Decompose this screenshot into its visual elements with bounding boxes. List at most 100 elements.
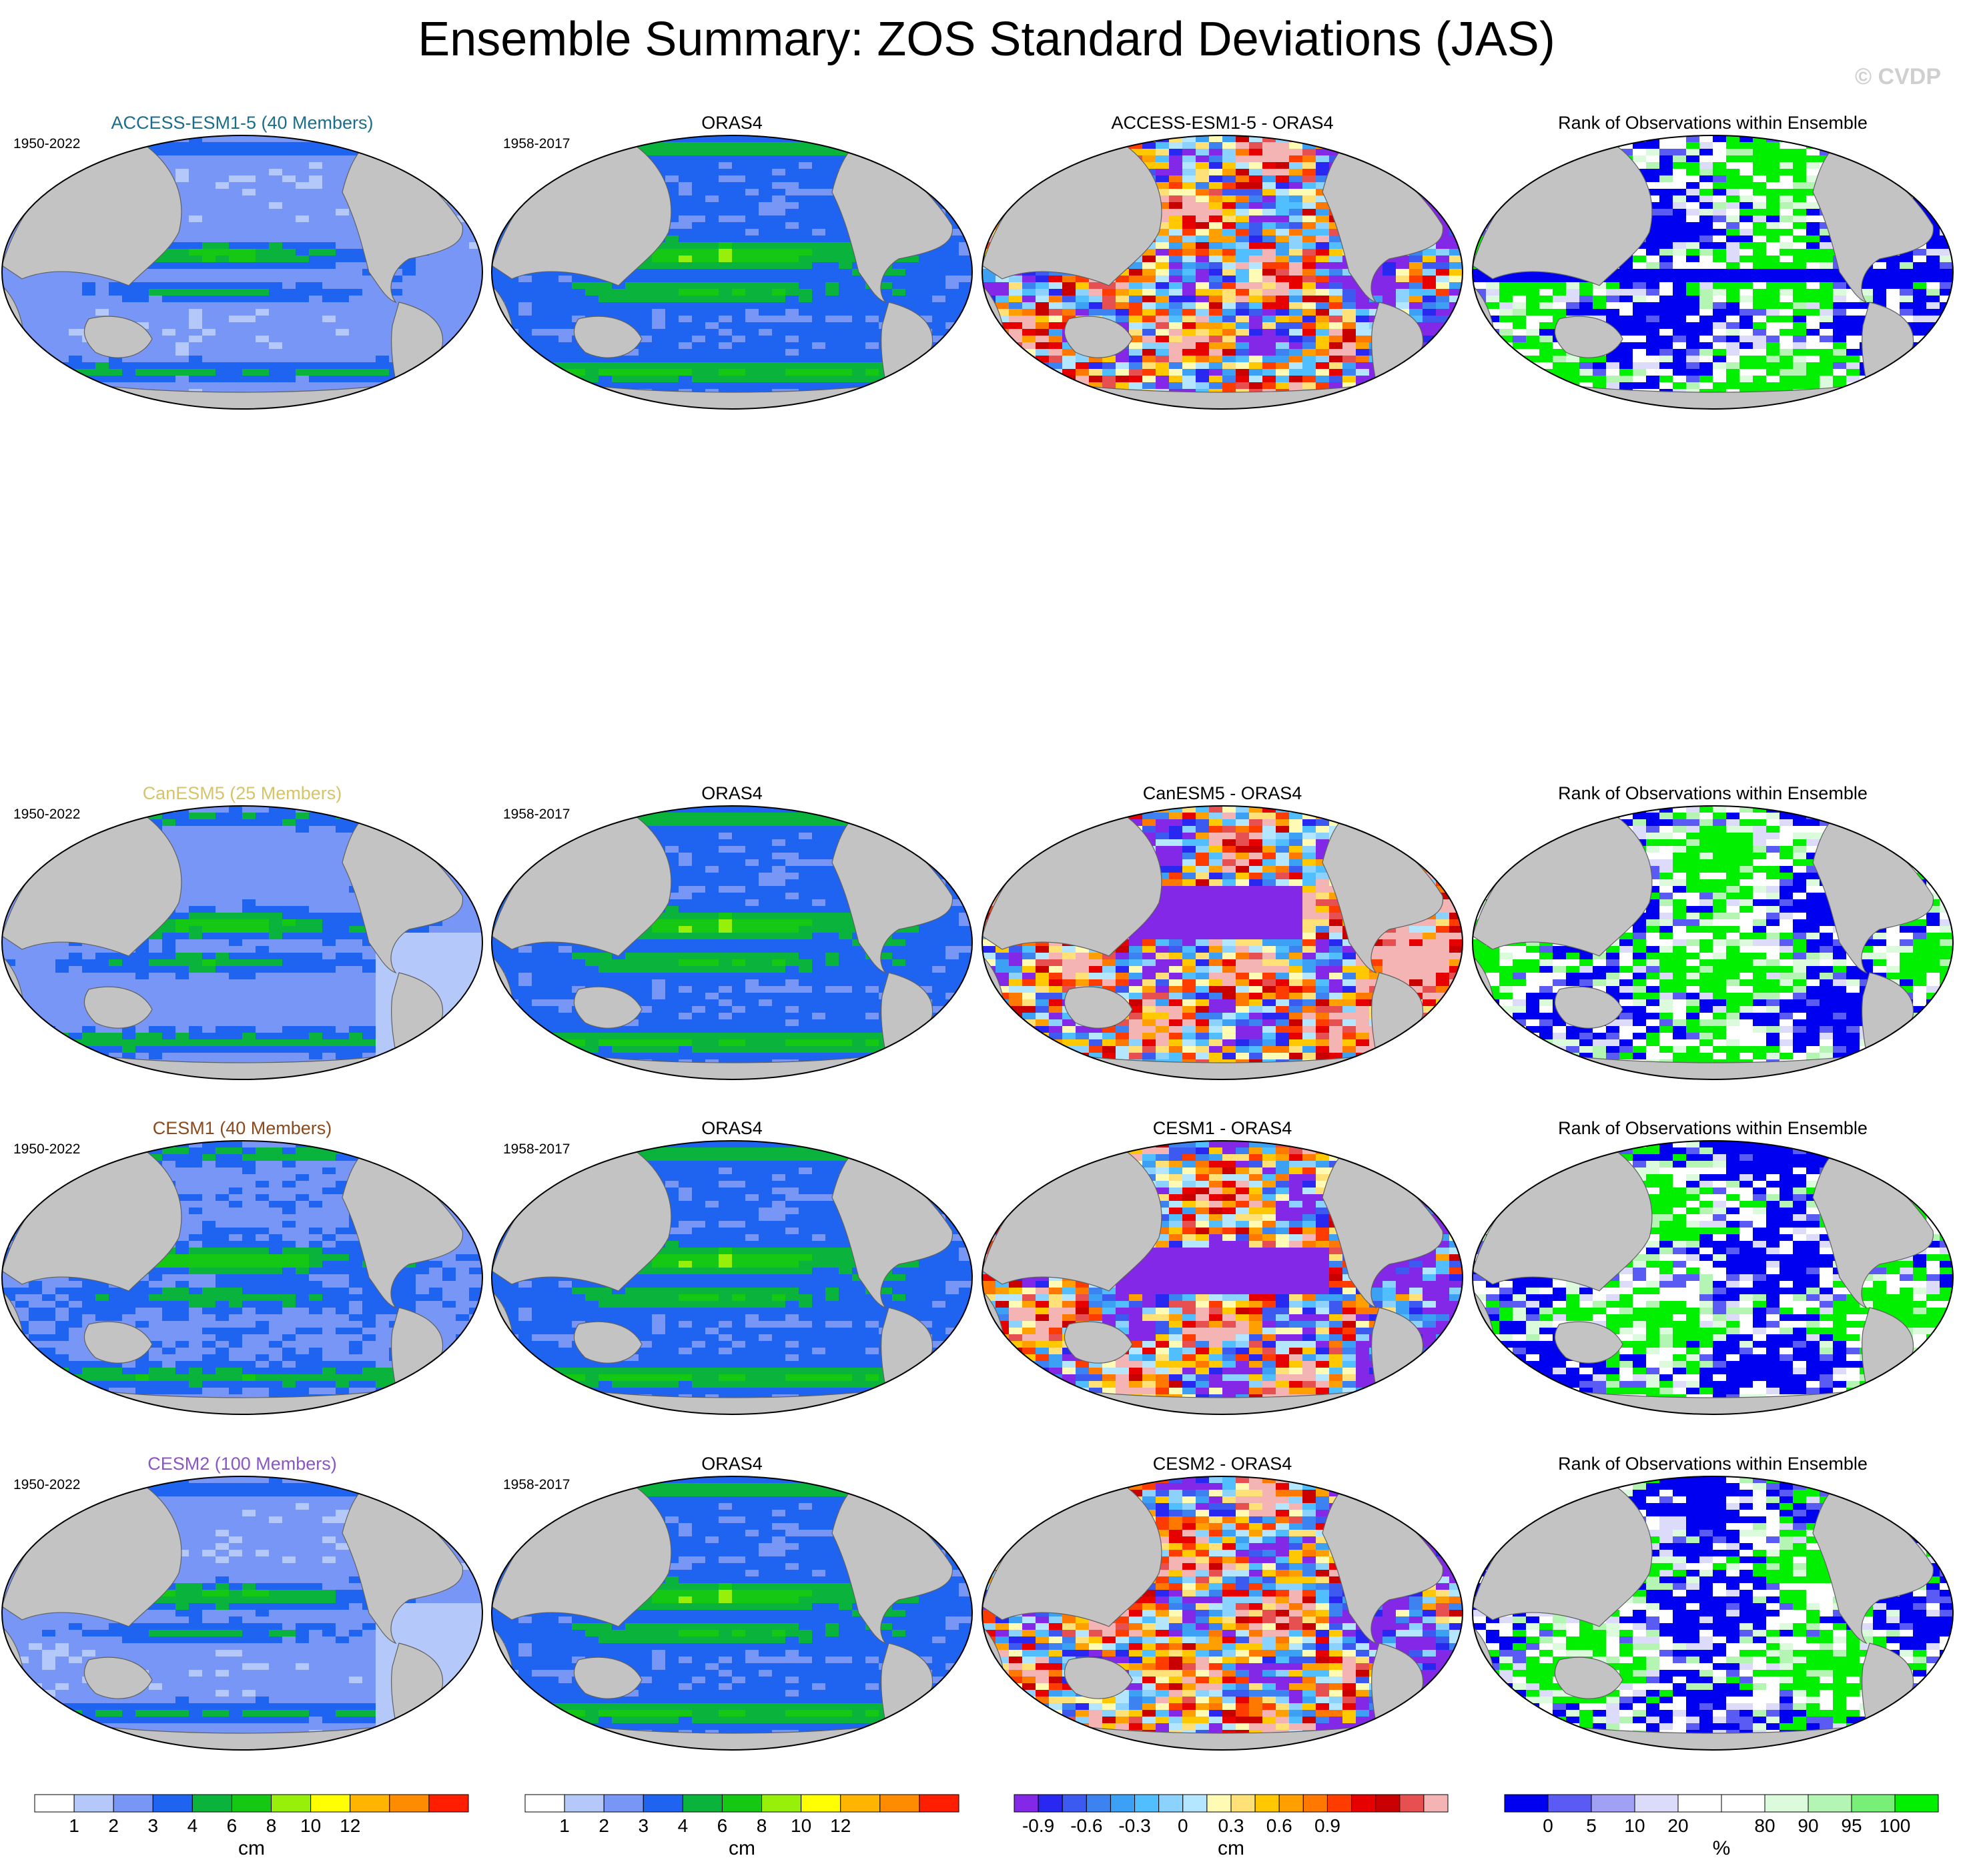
panel-title-rank: Rank of Observations within Ensemble: [1558, 1118, 1868, 1138]
continent-shape: [1812, 1143, 1934, 1309]
colorbar-tick-label: 3: [638, 1815, 649, 1836]
colorbar-swatch: [1423, 1794, 1449, 1813]
colorbar-tick-label: 4: [187, 1815, 198, 1836]
colorbar-swatch: [34, 1794, 75, 1813]
colorbar-tick-label: 1: [69, 1815, 79, 1836]
map-border: [491, 1476, 973, 1751]
map-border: [1, 805, 483, 1080]
colorbar-swatch: [1062, 1794, 1087, 1813]
map-obs-3: [491, 1476, 973, 1751]
continent-shape: [831, 809, 953, 974]
continent-shape: [1064, 316, 1133, 358]
continent-shape: [1812, 1479, 1934, 1645]
map-model-1: [1, 805, 483, 1080]
continent-shape: [573, 316, 643, 358]
colorbar-swatch: [1851, 1794, 1896, 1813]
continent-shape: [1554, 1657, 1623, 1699]
colorbar-swatch: [191, 1794, 232, 1813]
continent-shape: [1436, 809, 1459, 857]
continent-shape: [342, 809, 463, 974]
colorbar-swatch: [1894, 1794, 1939, 1813]
colorbar-swatch: [801, 1794, 841, 1813]
continent-shape: [456, 138, 479, 186]
colorbar-unit: cm: [1218, 1837, 1244, 1859]
map-border: [981, 135, 1463, 410]
continent-shape: [342, 1479, 463, 1645]
map-border: [981, 1140, 1463, 1415]
colorbar-tick-label: 6: [227, 1815, 238, 1836]
panel-title-rank: Rank of Observations within Ensemble: [1558, 1454, 1868, 1474]
colorbar-tick-label: 2: [599, 1815, 609, 1836]
map-border: [1, 1140, 483, 1415]
colorbar-swatch: [1591, 1794, 1635, 1813]
continent-shape: [1436, 138, 1459, 186]
continent-shape: [573, 986, 643, 1029]
colorbar-tick-label: 5: [1586, 1815, 1597, 1836]
map-border: [1, 1476, 483, 1751]
colorbar-swatch: [389, 1794, 430, 1813]
map-diff-0: [981, 135, 1463, 410]
colorbar-swatch: [1764, 1794, 1809, 1813]
colorbar-unit: %: [1713, 1837, 1731, 1859]
colorbar-swatch: [1038, 1794, 1063, 1813]
colorbar-swatch: [1375, 1794, 1401, 1813]
colorbar-swatch: [113, 1794, 153, 1813]
map-obs-2: [491, 1140, 973, 1415]
colorbar-swatch: [1014, 1794, 1039, 1813]
colorbar-swatch: [761, 1794, 802, 1813]
continent-shape: [1554, 1321, 1623, 1364]
map-diff-1: [981, 805, 1463, 1080]
colorbar-swatch: [524, 1794, 565, 1813]
continent-shape: [945, 138, 969, 186]
colorbar-swatch: [1547, 1794, 1592, 1813]
continent-shape: [1322, 1143, 1443, 1309]
continent-shape: [1812, 809, 1934, 974]
continent-shape: [342, 1143, 463, 1309]
map-diff-2: [981, 1140, 1463, 1415]
continent-shape: [456, 1143, 479, 1192]
panel-title-obs: ORAS4: [701, 1118, 763, 1138]
colorbar-swatch: [1158, 1794, 1184, 1813]
map-border: [1, 135, 483, 410]
map-diff-3: [981, 1476, 1463, 1751]
colorbar-diff: -0.9 -0.6 -0.3 0 0.3 0.6 0.9 cm: [1014, 1794, 1449, 1859]
colorbar-swatch: [1326, 1794, 1352, 1813]
colorbar-rank: 0 5 10 20 80 90 95 100%: [1504, 1794, 1939, 1859]
colorbar-swatch: [603, 1794, 644, 1813]
colorbar-swatch: [1206, 1794, 1232, 1813]
panel-title-obs: ORAS4: [701, 783, 763, 803]
continent-shape: [1812, 138, 1934, 304]
colorbar-swatch: [271, 1794, 312, 1813]
panel-years-model: 1950-2022: [13, 136, 80, 151]
colorbar-swatch: [1230, 1794, 1256, 1813]
panel-title-obs: ORAS4: [701, 113, 763, 133]
colorbar-swatch: [1808, 1794, 1852, 1813]
colorbar-tick-label: 10: [300, 1815, 321, 1836]
continent-shape: [1554, 986, 1623, 1029]
continent-shape: [1436, 1479, 1459, 1527]
colorbar-tick-label: 0.6: [1266, 1815, 1292, 1836]
panel-title-model: CESM2 (100 Members): [147, 1454, 337, 1474]
colorbar-tick-label: 100: [1880, 1815, 1911, 1836]
continent-shape: [831, 138, 953, 304]
continent-shape: [573, 1321, 643, 1364]
continent-shape: [83, 1657, 153, 1699]
colorbar-swatch: [1399, 1794, 1425, 1813]
panel-title-diff: ACCESS-ESM1-5 - ORAS4: [1111, 113, 1333, 133]
continent-shape: [83, 1321, 153, 1364]
colorbar-swatch: [231, 1794, 272, 1813]
panel-title-rank: Rank of Observations within Ensemble: [1558, 113, 1868, 133]
continent-shape: [1926, 1479, 1950, 1527]
colorbar-swatch: [1302, 1794, 1328, 1813]
panel-years-model: 1950-2022: [13, 1477, 80, 1492]
colorbar-tick-label: 0: [1178, 1815, 1188, 1836]
colorbar-swatch: [682, 1794, 723, 1813]
continent-shape: [83, 986, 153, 1029]
colorbar-tick-label: 90: [1798, 1815, 1818, 1836]
continent-shape: [831, 1479, 953, 1645]
map-border: [1472, 805, 1954, 1080]
continent-shape: [945, 1479, 969, 1527]
map-border: [981, 805, 1463, 1080]
